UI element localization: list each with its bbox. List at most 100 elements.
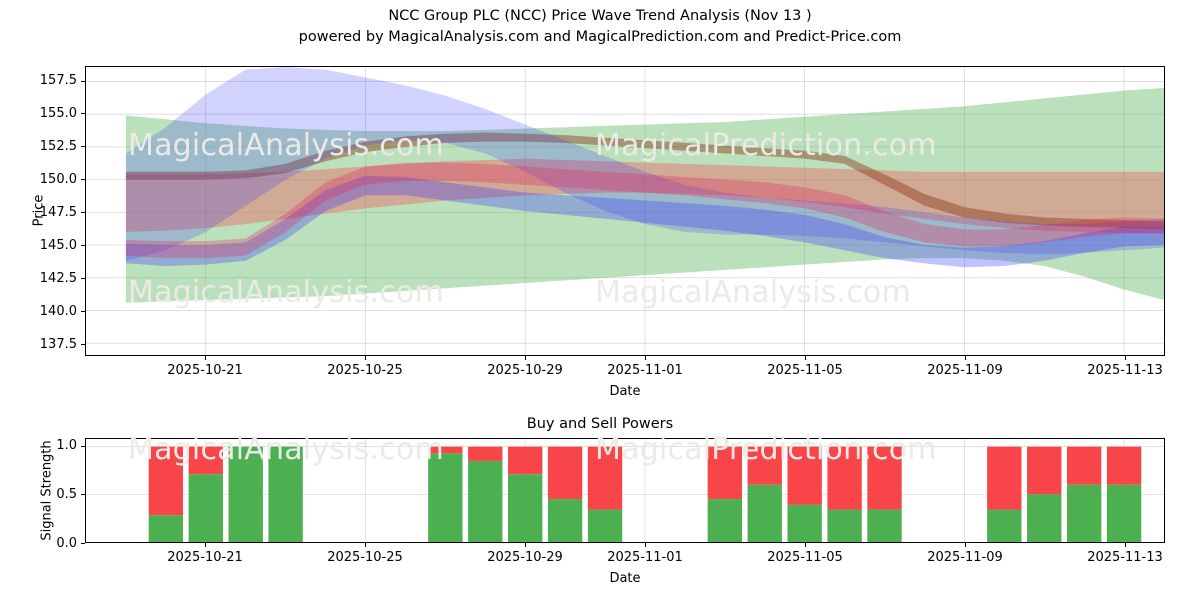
buy-power-bar — [268, 446, 303, 542]
x-tick-label: 2025-10-25 — [327, 363, 403, 378]
page-subtitle: powered by MagicalAnalysis.com and Magic… — [298, 29, 902, 45]
band-outer-green-envelope — [125, 87, 1164, 303]
x-tick-label: 2025-11-13 — [1087, 550, 1163, 565]
buy-power-bar — [787, 504, 822, 542]
y-tick-mark — [81, 80, 85, 82]
y-tick-label: 137.5 — [39, 336, 77, 352]
x-tick-label: 2025-10-21 — [167, 363, 243, 378]
buy-power-bar — [707, 499, 742, 542]
buy-power-bar — [1106, 484, 1142, 542]
x-tick-label: 2025-11-05 — [767, 363, 843, 378]
y-tick-mark — [81, 113, 85, 115]
y-tick-label: 152.5 — [39, 138, 77, 154]
buy-power-bar — [428, 453, 463, 542]
buy-power-bar — [508, 474, 543, 542]
buy-power-bar — [468, 460, 503, 542]
y-tick-mark — [81, 445, 85, 447]
x-tick-label: 2025-10-29 — [487, 363, 563, 378]
y-tick-label: 150.0 — [39, 171, 77, 187]
y-tick-label: 140.0 — [39, 303, 77, 319]
x-tick-mark — [805, 356, 806, 360]
signal-y-axis-label: Signal Strength — [39, 439, 55, 541]
band-red-prediction-band — [125, 158, 1164, 234]
x-tick-label: 2025-11-01 — [607, 550, 683, 565]
x-tick-mark — [1125, 356, 1126, 360]
sell-power-bar — [1066, 446, 1102, 485]
x-tick-label: 2025-10-25 — [327, 550, 403, 565]
buy-power-bar — [587, 509, 623, 542]
band-brown-core-trend — [125, 132, 1164, 230]
x-tick-label: 2025-11-01 — [607, 363, 683, 378]
signal-chart-title: Buy and Sell Powers — [526, 416, 674, 432]
x-tick-mark — [1125, 543, 1126, 547]
signal-x-axis-label: Date — [609, 571, 641, 586]
y-tick-mark — [81, 146, 85, 148]
x-tick-mark — [645, 543, 646, 547]
sell-power-bar — [508, 446, 543, 475]
buy-power-bar — [148, 515, 184, 542]
buy-power-bar — [1066, 484, 1102, 542]
sell-power-bar — [468, 446, 503, 461]
buy-power-bar — [867, 509, 902, 542]
x-tick-mark — [965, 356, 966, 360]
band-blue-wave-lower-channel — [125, 175, 1164, 268]
sell-power-bar — [587, 446, 623, 510]
buy-power-bar — [747, 484, 782, 542]
price-chart-plot-area — [85, 66, 1165, 356]
y-tick-mark — [81, 245, 85, 247]
y-tick-label: 0.0 — [56, 535, 77, 551]
buy-sell-bars — [86, 439, 1164, 542]
price-y-axis-label: Price — [31, 194, 47, 227]
y-tick-mark — [81, 494, 85, 496]
y-tick-mark — [81, 311, 85, 313]
x-tick-label: 2025-11-09 — [927, 363, 1003, 378]
x-tick-mark — [365, 543, 366, 547]
sell-power-bar — [867, 446, 902, 510]
chart-title-block: NCC Group PLC (NCC) Price Wave Trend Ana… — [0, 6, 1200, 48]
sell-power-bar — [428, 446, 463, 454]
sell-power-bar — [148, 446, 184, 516]
buy-power-bar — [1027, 494, 1062, 542]
x-tick-mark — [645, 356, 646, 360]
sell-power-bar — [547, 446, 583, 500]
band-blue-wave-upper-arc — [125, 67, 1164, 261]
sell-power-bar — [987, 446, 1022, 510]
price-x-axis-label: Date — [609, 384, 641, 399]
x-tick-mark — [965, 543, 966, 547]
y-tick-label: 155.0 — [39, 105, 77, 121]
sell-power-bar — [188, 446, 223, 475]
x-tick-mark — [805, 543, 806, 547]
sell-power-bar — [827, 446, 862, 510]
sell-power-bar — [787, 446, 822, 505]
sell-power-bar — [707, 446, 742, 500]
y-tick-mark — [81, 344, 85, 346]
x-tick-mark — [525, 356, 526, 360]
x-tick-mark — [525, 543, 526, 547]
buy-power-bar — [987, 509, 1022, 542]
x-tick-mark — [365, 356, 366, 360]
y-tick-label: 0.5 — [56, 486, 77, 502]
buy-power-bar — [228, 446, 263, 542]
y-tick-mark — [81, 543, 85, 544]
page-title: NCC Group PLC (NCC) Price Wave Trend Ana… — [388, 8, 812, 24]
x-tick-label: 2025-11-05 — [767, 550, 843, 565]
y-tick-label: 157.5 — [39, 73, 77, 88]
x-tick-mark — [205, 356, 206, 360]
y-tick-mark — [81, 278, 85, 280]
y-tick-label: 145.0 — [39, 237, 77, 253]
y-tick-mark — [81, 179, 85, 181]
price-wave-bands — [86, 67, 1164, 355]
sell-power-bar — [1106, 446, 1142, 485]
y-tick-label: 142.5 — [39, 270, 77, 286]
buy-power-bar — [827, 509, 862, 542]
x-tick-label: 2025-10-21 — [167, 550, 243, 565]
sell-power-bar — [747, 446, 782, 485]
x-tick-label: 2025-10-29 — [487, 550, 563, 565]
y-tick-label: 147.5 — [39, 204, 77, 220]
sell-power-bar — [1027, 446, 1062, 495]
y-tick-mark — [81, 212, 85, 214]
buy-power-bar — [188, 474, 223, 542]
signal-chart-plot-area — [85, 438, 1165, 543]
buy-power-bar — [547, 499, 583, 542]
